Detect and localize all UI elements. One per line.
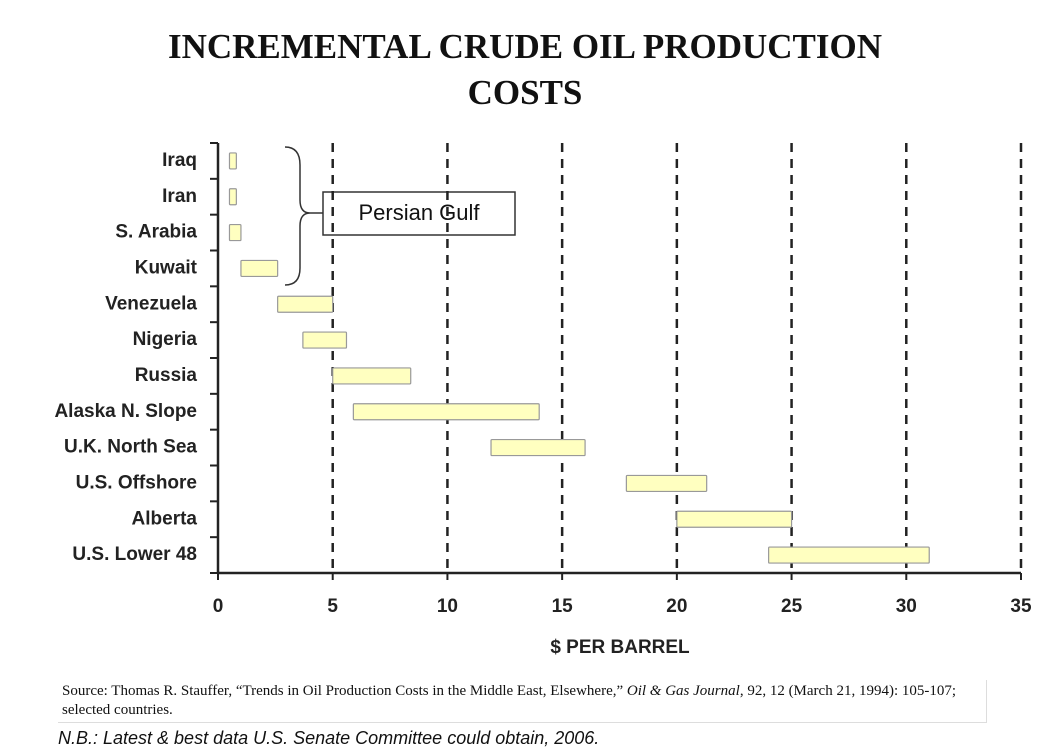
x-tick-label: 25 — [781, 596, 803, 617]
chart: Persian Gulf $ PER BARREL 0 5 10 15 20 25 30 35… — [54, 142, 1032, 658]
y-tick-label: Kuwait — [135, 257, 198, 278]
source-text: Source: Thomas R. Stauffer, “Trends in O… — [62, 683, 627, 699]
y-tick-label: Iran — [162, 186, 197, 207]
annotation-box — [322, 191, 516, 236]
bar — [277, 295, 334, 313]
bar — [240, 259, 279, 278]
x-axis-label: $ PER BARREL — [550, 637, 690, 658]
y-tick-label: U.K. North Sea — [64, 437, 197, 458]
x-tick-label: 5 — [327, 596, 338, 617]
source-journal: Oil & Gas Journal — [626, 683, 740, 699]
source: Source: Thomas R. Stauffer, “Trends in O… — [58, 680, 987, 723]
y-tick-label: Iraq — [162, 150, 197, 171]
bar — [490, 438, 586, 457]
bar — [332, 367, 412, 385]
source-text: , 92, 12 (March 21, 1994): 105-107; sele… — [62, 683, 957, 718]
y-tick-label: U.S. Lower 48 — [72, 544, 197, 565]
bar — [352, 403, 540, 421]
bar — [302, 331, 348, 349]
x-tick-label: 10 — [437, 596, 458, 617]
y-tick-label: Nigeria — [133, 329, 198, 350]
y-tick-label: S. Arabia — [115, 222, 197, 243]
y-tick-label: U.S. Offshore — [76, 472, 197, 493]
y-tick-label: Venezuela — [105, 293, 197, 314]
bar — [228, 223, 242, 242]
brace — [284, 146, 311, 286]
bar — [768, 546, 930, 564]
x-tick-label: 35 — [1010, 596, 1032, 617]
x-tick-label: 20 — [666, 596, 687, 617]
bar — [676, 510, 793, 528]
y-tick-label: Alberta — [132, 508, 198, 529]
bar — [228, 188, 237, 206]
annotation: Persian Gulf — [358, 200, 480, 225]
bar — [228, 152, 237, 170]
note: N.B.: Latest & best data U.S. Senate Com… — [58, 728, 600, 748]
bar — [625, 474, 708, 493]
chart-title: INCREMENTAL CRUDE OIL PRODUCTION COSTS — [167, 27, 882, 112]
x-tick-label: 30 — [896, 596, 917, 617]
x-tick-label: 0 — [213, 596, 224, 617]
y-tick-label: Alaska N. Slope — [54, 401, 197, 422]
x-tick-label: 15 — [552, 596, 574, 617]
y-tick-label: Russia — [135, 365, 198, 386]
